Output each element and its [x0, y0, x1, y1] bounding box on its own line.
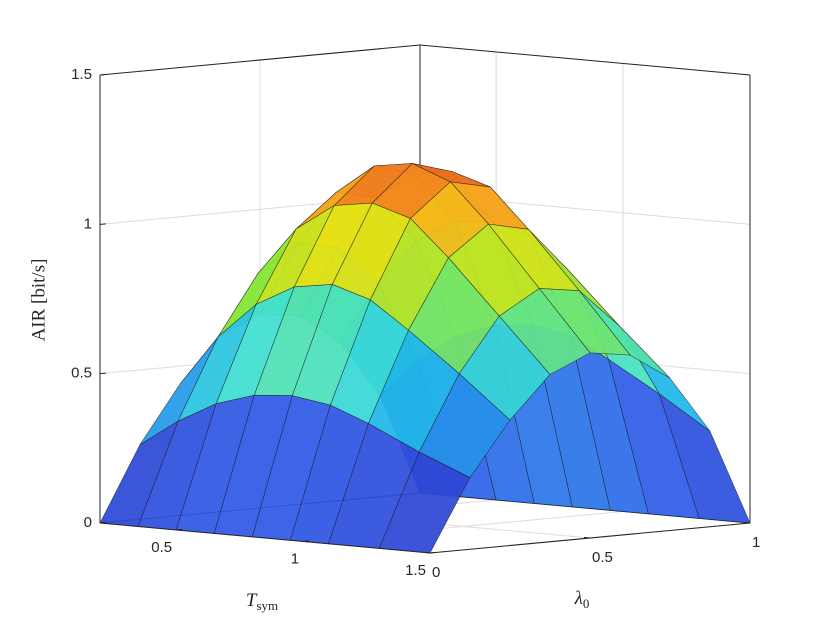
x-tick-label: 1 — [291, 550, 299, 567]
z-tick-label: 0 — [84, 514, 92, 531]
y-tick — [583, 536, 591, 539]
y-tick-label: 0.5 — [592, 549, 613, 566]
x-label-sub: sym — [256, 598, 278, 613]
z-tick-label: 1.5 — [71, 66, 92, 83]
x-tick — [176, 528, 183, 531]
grid-line — [99, 44, 751, 76]
x-tick-label: 1.5 — [405, 562, 426, 579]
y-label-main: λ — [574, 588, 583, 609]
y-tick-label: 1 — [752, 534, 760, 551]
y-label-sub: 0 — [583, 596, 590, 611]
x-axis-label: Tsym — [246, 590, 278, 613]
y-axis-label: λ0 — [574, 588, 590, 611]
z-axis-label: AIR [bit/s] — [28, 259, 49, 342]
x-tick-label: 0.5 — [151, 539, 172, 556]
z-tick — [99, 522, 107, 524]
x-label-main: T — [246, 590, 258, 611]
z-tick — [99, 223, 107, 225]
z-tick — [99, 74, 107, 76]
y-tick-label: 0 — [432, 564, 440, 581]
y-tick — [743, 521, 751, 524]
box-line — [419, 44, 751, 76]
box-line — [99, 44, 421, 76]
z-tick — [99, 372, 107, 375]
x-tick — [429, 551, 437, 554]
z-tick-label: 0.5 — [71, 365, 92, 382]
x-tick — [303, 540, 310, 542]
x-axis-line — [99, 522, 431, 554]
y-tick — [423, 551, 431, 554]
z-tick-label: 1 — [84, 215, 92, 232]
